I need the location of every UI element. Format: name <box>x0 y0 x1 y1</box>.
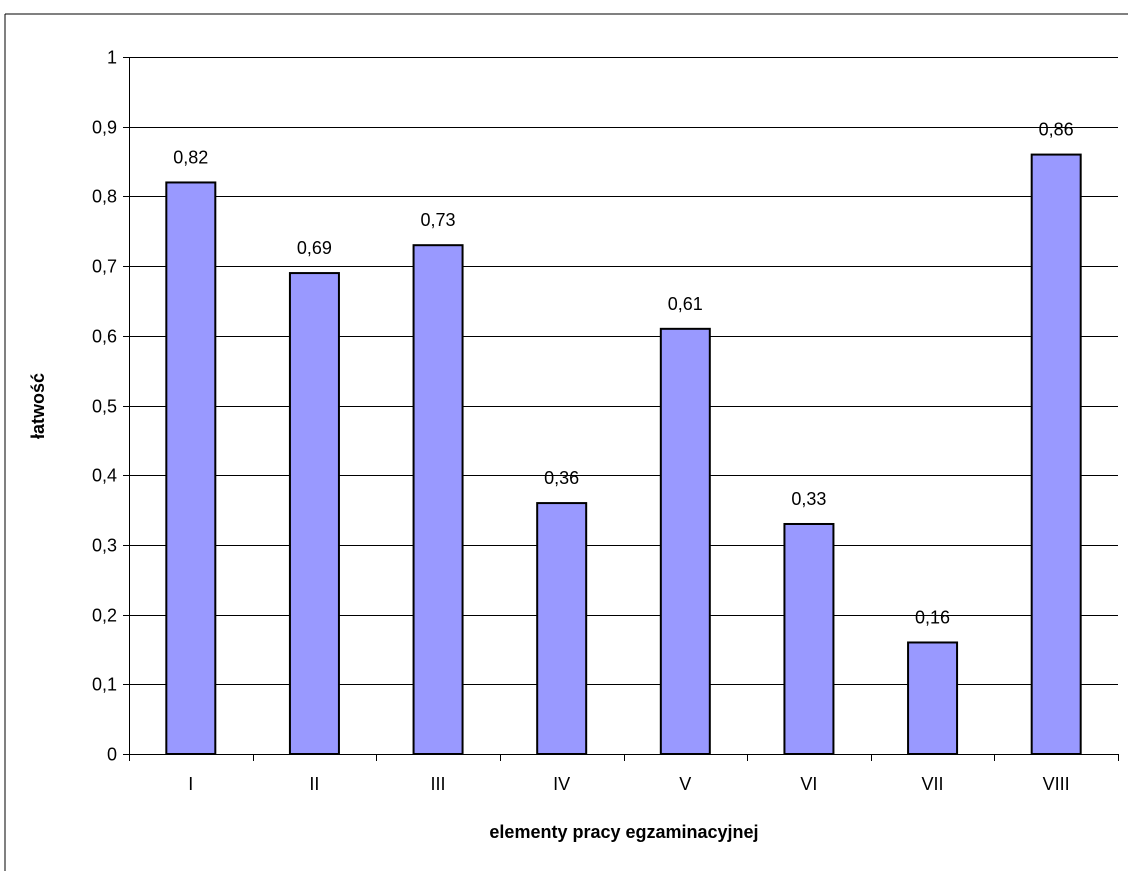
data-label-IV: 0,36 <box>544 468 579 488</box>
x-axis-title: elementy pracy egzaminacyjnej <box>489 822 758 842</box>
bar-III <box>412 244 464 755</box>
x-tick-label: VII <box>922 774 944 794</box>
y-tick-label: 1 <box>107 48 117 68</box>
bar-VII <box>907 641 959 755</box>
y-tick-label: 0,1 <box>92 675 117 695</box>
data-label-VII: 0,16 <box>915 607 950 627</box>
x-tick-label: VI <box>800 774 817 794</box>
data-label-VIII: 0,86 <box>1039 120 1074 140</box>
bars <box>165 153 1082 755</box>
y-tick-label: 0,2 <box>92 606 117 626</box>
data-label-V: 0,61 <box>668 294 703 314</box>
x-tick-label: I <box>188 774 193 794</box>
x-tick-label: II <box>309 774 319 794</box>
x-tick-label: IV <box>553 774 570 794</box>
x-tick-labels: I II III IV V VI VII VIII <box>188 774 1069 794</box>
y-tick-label: 0,6 <box>92 327 117 347</box>
data-labels: 0,82 0,69 0,73 0,36 0,61 0,33 0,16 0,86 <box>173 120 1073 628</box>
axes <box>123 57 1119 761</box>
data-label-VI: 0,33 <box>791 489 826 509</box>
data-label-II: 0,69 <box>297 238 332 258</box>
data-label-III: 0,73 <box>421 210 456 230</box>
gridlines <box>129 57 1118 685</box>
y-tick-label: 0,9 <box>92 118 117 138</box>
y-tick-label: 0,4 <box>92 466 117 486</box>
data-label-I: 0,82 <box>173 147 208 167</box>
y-tick-label: 0,5 <box>92 397 117 417</box>
x-tick-label: V <box>679 774 691 794</box>
bar-VIII <box>1030 153 1082 755</box>
bar-IV <box>536 502 588 755</box>
bar-V <box>659 327 711 755</box>
y-tick-label: 0,3 <box>92 536 117 556</box>
bar-VI <box>783 522 835 755</box>
y-tick-label: 0,8 <box>92 187 117 207</box>
x-tick-label: VIII <box>1043 774 1070 794</box>
y-axis-title: łatwość <box>28 373 48 439</box>
bar-I <box>165 181 217 755</box>
y-tick-labels: 0 0,1 0,2 0,3 0,4 0,5 0,6 0,7 0,8 0,9 1 <box>92 48 117 765</box>
x-tick-label: III <box>431 774 446 794</box>
y-tick-label: 0 <box>107 745 117 765</box>
y-tick-label: 0,7 <box>92 257 117 277</box>
bar-II <box>288 272 340 755</box>
